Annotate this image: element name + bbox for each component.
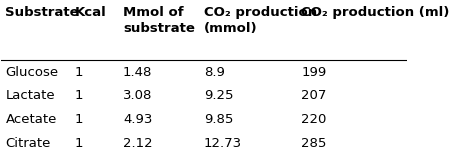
- Text: 4.93: 4.93: [123, 113, 152, 126]
- Text: 1: 1: [75, 137, 83, 150]
- Text: Acetate: Acetate: [6, 113, 57, 126]
- Text: 1: 1: [75, 66, 83, 79]
- Text: 9.85: 9.85: [204, 113, 233, 126]
- Text: Glucose: Glucose: [6, 66, 58, 79]
- Text: 3.08: 3.08: [123, 90, 152, 102]
- Text: Kcal: Kcal: [75, 6, 106, 19]
- Text: 9.25: 9.25: [204, 90, 233, 102]
- Text: 1: 1: [75, 113, 83, 126]
- Text: 8.9: 8.9: [204, 66, 225, 79]
- Text: Substrate: Substrate: [6, 6, 79, 19]
- Text: Lactate: Lactate: [6, 90, 55, 102]
- Text: 1: 1: [75, 90, 83, 102]
- Text: 1.48: 1.48: [123, 66, 152, 79]
- Text: 199: 199: [301, 66, 326, 79]
- Text: Mmol of
substrate: Mmol of substrate: [123, 6, 195, 35]
- Text: 207: 207: [301, 90, 326, 102]
- Text: 12.73: 12.73: [204, 137, 242, 150]
- Text: Citrate: Citrate: [6, 137, 51, 150]
- Text: CO₂ production
(mmol): CO₂ production (mmol): [204, 6, 317, 35]
- Text: 220: 220: [301, 113, 326, 126]
- Text: 285: 285: [301, 137, 326, 150]
- Text: CO₂ production (ml): CO₂ production (ml): [301, 6, 450, 19]
- Text: 2.12: 2.12: [123, 137, 152, 150]
